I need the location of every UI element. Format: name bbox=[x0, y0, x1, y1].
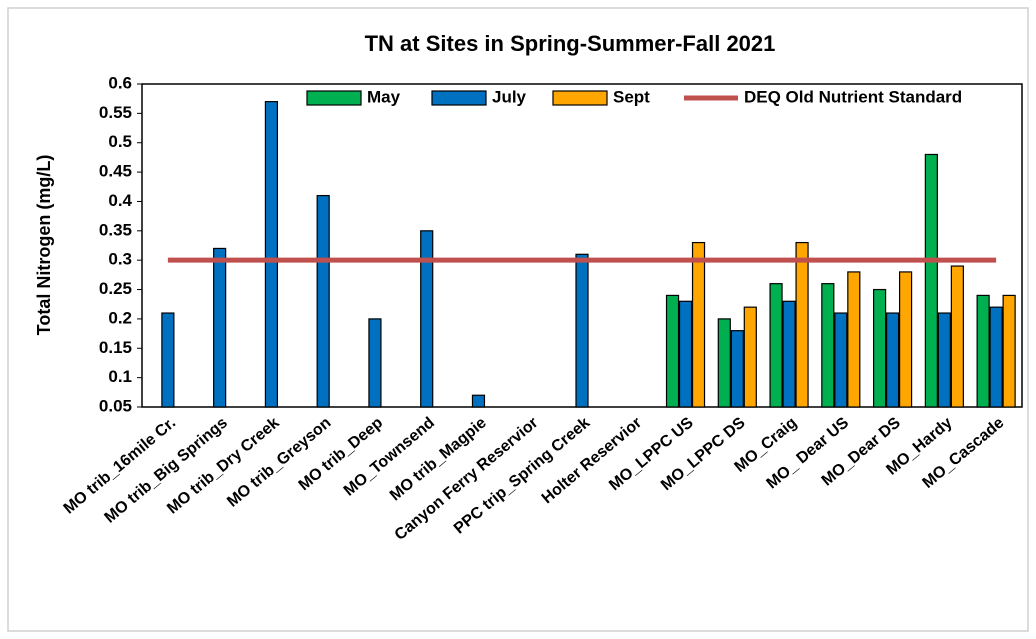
y-tick-label: 0.15 bbox=[99, 338, 132, 357]
y-axis-label: Total Nitrogen (mg/L) bbox=[34, 155, 54, 336]
bar bbox=[471, 394, 486, 408]
bar bbox=[691, 241, 706, 408]
chart-title: TN at Sites in Spring-Summer-Fall 2021 bbox=[365, 31, 776, 56]
bar bbox=[847, 271, 861, 408]
legend-swatch bbox=[306, 90, 362, 106]
legend-label: July bbox=[492, 87, 527, 106]
bar bbox=[213, 247, 227, 408]
bar bbox=[795, 241, 809, 408]
bar bbox=[665, 294, 680, 408]
bar bbox=[264, 101, 279, 408]
bar bbox=[743, 306, 757, 408]
y-tick-label: 0.25 bbox=[99, 279, 132, 298]
y-tick-label: 0.5 bbox=[108, 132, 132, 151]
y-tick-label: 0.1 bbox=[108, 367, 132, 386]
bar bbox=[989, 306, 1003, 408]
bar bbox=[950, 265, 964, 408]
legend-label: May bbox=[367, 87, 401, 106]
y-tick-label: 0.3 bbox=[108, 250, 132, 269]
y-tick-label: 0.45 bbox=[99, 162, 132, 181]
bar bbox=[368, 318, 382, 408]
bar bbox=[782, 300, 796, 408]
bar bbox=[316, 194, 330, 408]
bar bbox=[924, 153, 938, 408]
bar bbox=[885, 312, 900, 408]
legend-label: Sept bbox=[613, 87, 650, 106]
y-tick-label: 0.55 bbox=[99, 103, 132, 122]
y-tick-label: 0.4 bbox=[108, 191, 132, 210]
bar bbox=[976, 294, 990, 408]
bar bbox=[420, 230, 434, 408]
bar bbox=[821, 283, 835, 408]
legend-label: DEQ Old Nutrient Standard bbox=[744, 87, 962, 106]
bar bbox=[898, 271, 913, 408]
bar bbox=[730, 330, 744, 408]
bar bbox=[1002, 294, 1016, 408]
y-tick-label: 0.05 bbox=[99, 396, 132, 415]
bar bbox=[575, 253, 589, 408]
bar bbox=[769, 283, 783, 408]
bar bbox=[834, 312, 848, 408]
y-tick-label: 0.35 bbox=[99, 220, 132, 239]
bar bbox=[717, 318, 731, 408]
y-tick-label: 0.6 bbox=[108, 73, 132, 92]
bar bbox=[678, 300, 693, 408]
bar bbox=[872, 288, 887, 408]
legend-swatch bbox=[552, 90, 608, 106]
y-tick-label: 0.2 bbox=[108, 308, 132, 327]
legend-swatch bbox=[431, 90, 487, 106]
bar bbox=[161, 312, 175, 408]
bar bbox=[937, 312, 951, 408]
